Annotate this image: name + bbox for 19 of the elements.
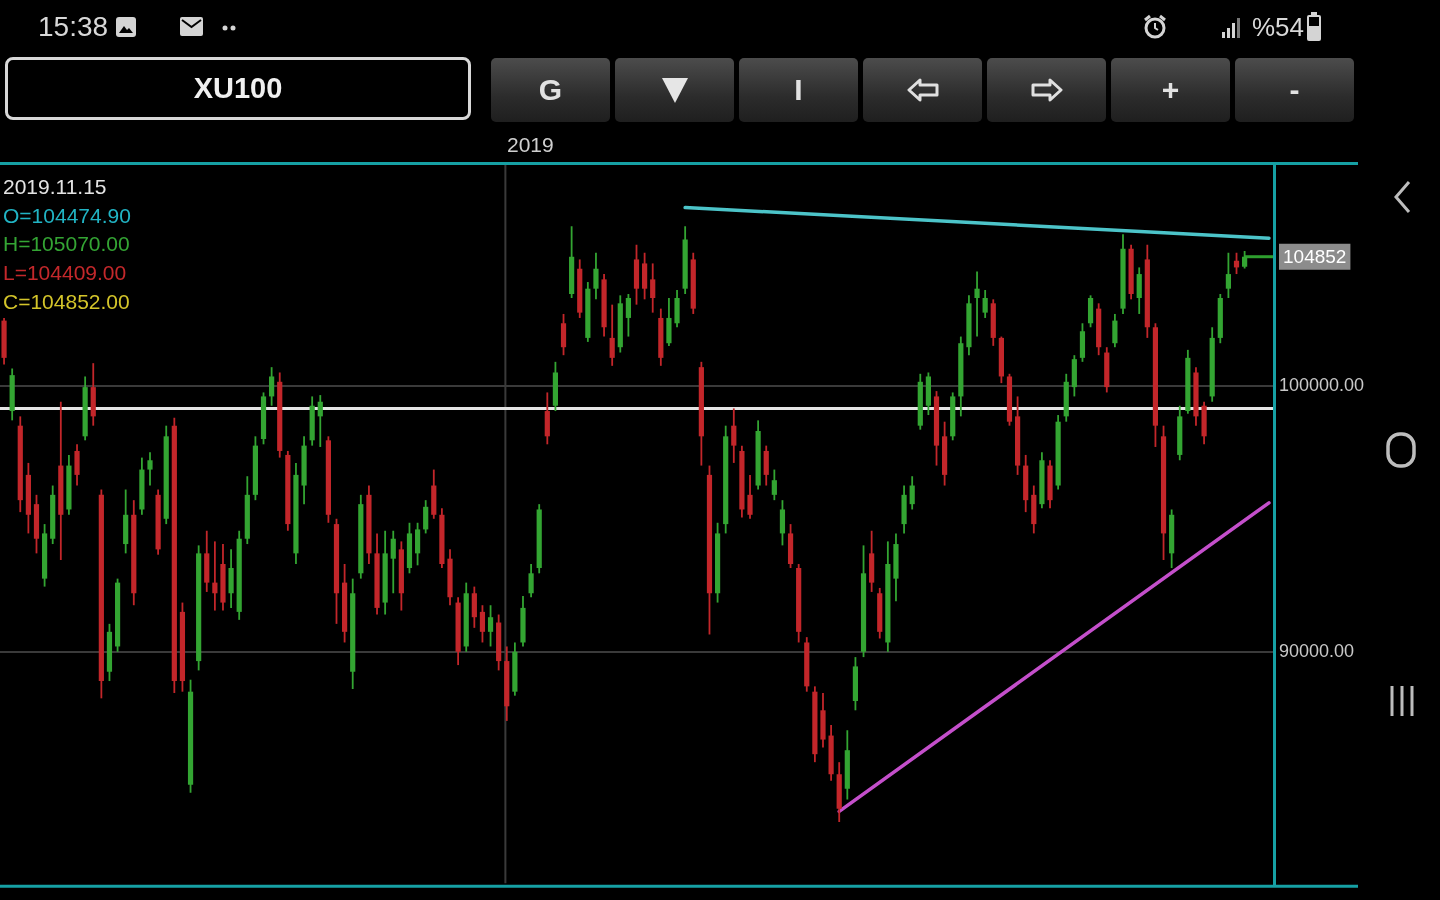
toolbar-button: I: [739, 58, 858, 122]
candlestick: [974, 271, 980, 337]
annotation: O=104474.90: [3, 204, 131, 228]
toolbar-button: G: [491, 58, 610, 122]
ref-line-label: 104852: [1283, 245, 1347, 267]
chart-title: XU100: [193, 72, 283, 105]
text: 15:38: [38, 10, 109, 44]
text: %54: [1252, 11, 1305, 43]
y-tick-label: 100000.00: [1279, 374, 1365, 395]
text: 2019: [507, 132, 554, 158]
annotation: 2019.11.15: [3, 175, 107, 199]
symbol-field: XU100: [5, 57, 471, 120]
annotation: H=105070.00: [3, 232, 130, 256]
annotation: C=104852.00: [3, 290, 130, 314]
toolbar-button: +: [1111, 58, 1230, 122]
candlestick: [212, 541, 218, 611]
annotation: L=104409.00: [3, 261, 127, 285]
y-tick-label: 90000.00: [1279, 640, 1355, 661]
toolbar-button: -: [1235, 58, 1354, 122]
